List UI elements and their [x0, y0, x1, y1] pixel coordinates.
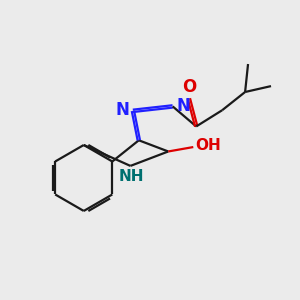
Text: O: O — [182, 78, 196, 96]
Text: N: N — [176, 97, 190, 115]
Text: NH: NH — [118, 169, 144, 184]
Text: OH: OH — [196, 138, 221, 153]
Text: N: N — [115, 101, 129, 119]
